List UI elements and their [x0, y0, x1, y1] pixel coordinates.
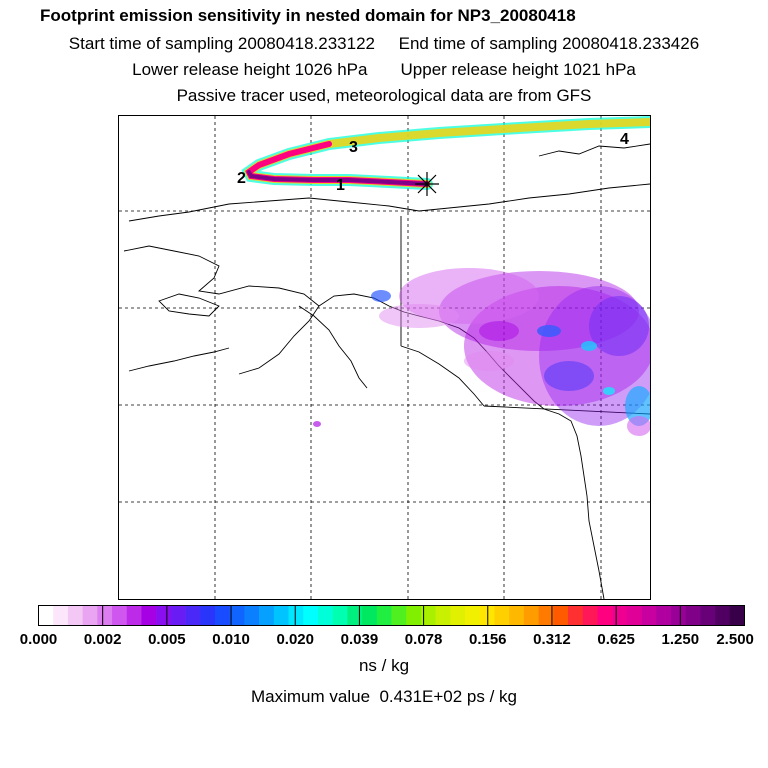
- colorbar-cell: [538, 605, 554, 626]
- footprint-map: 1 2 3 4: [118, 115, 659, 600]
- colorbar-tick-label: 0.312: [533, 631, 571, 648]
- colorbar-cell: [656, 605, 672, 626]
- colorbar-cell: [215, 605, 231, 626]
- colorbar-tick-label: 0.010: [212, 631, 250, 648]
- colorbar-units: ns / kg: [358, 656, 410, 675]
- colorbar-cell: [38, 605, 54, 626]
- plot-title: Footprint emission sensitivity in nested…: [40, 6, 576, 25]
- colorbar-tick-label: 1.250: [661, 631, 700, 648]
- colorbar-cell: [303, 605, 319, 626]
- colorbar-cell: [670, 605, 686, 626]
- sampling-time-line: Start time of sampling 20080418.233122 E…: [68, 34, 700, 53]
- colorbar-cell: [406, 605, 422, 626]
- colorbar-tick-label: 0.078: [404, 631, 443, 648]
- colorbar-cell: [420, 605, 436, 626]
- colorbar-tick-label: 0.156: [468, 631, 507, 648]
- colorbar-cell: [450, 605, 466, 626]
- colorbar-cell: [156, 605, 172, 626]
- colorbar-tick-label: 0.039: [340, 631, 379, 648]
- colorbar-cell: [568, 605, 584, 626]
- colorbar-cell: [317, 605, 333, 626]
- colorbar-tick-label: 0.002: [83, 631, 122, 648]
- colorbar-cell: [553, 605, 569, 626]
- maximum-value-label: Maximum value 0.431E+02 ps / kg: [251, 687, 517, 706]
- colorbar-cell: [288, 605, 304, 626]
- colorbar-cell: [509, 605, 525, 626]
- colorbar-cell: [53, 605, 69, 626]
- colorbar-tick-label: 0.020: [276, 631, 314, 648]
- colorbar-cell: [112, 605, 128, 626]
- map-grid: [119, 116, 650, 599]
- colorbar-cell: [185, 605, 201, 626]
- colorbar-tick-label: 2.500: [716, 631, 754, 648]
- colorbar-cell: [126, 605, 142, 626]
- colorbar-cell: [82, 605, 98, 626]
- colorbar-cell: [729, 605, 745, 626]
- colorbar-cell: [97, 605, 113, 626]
- colorbar-cell: [273, 605, 289, 626]
- colorbar-cell: [700, 605, 716, 626]
- colorbar-cell: [259, 605, 275, 626]
- colorbar-cell: [200, 605, 216, 626]
- colorbar-cell: [685, 605, 701, 626]
- colorbar-cell: [597, 605, 613, 626]
- colorbar-cell: [479, 605, 495, 626]
- colorbar-cell: [494, 605, 510, 626]
- trajectory-label-4: 4: [620, 131, 629, 148]
- colorbar-cell: [435, 605, 451, 626]
- colorbar-cell: [229, 605, 245, 626]
- colorbar-cell: [582, 605, 598, 626]
- trajectory-label-3: 3: [349, 139, 358, 156]
- colorbar-cell: [170, 605, 186, 626]
- receptor-star-icon: [415, 172, 439, 196]
- trajectory-label-1: 1: [336, 177, 345, 194]
- trajectory-label-2: 2: [237, 170, 246, 187]
- colorbar-cell: [362, 605, 378, 626]
- colorbar-tick-label: 0.005: [148, 631, 186, 648]
- colorbar-tick-label: 0.625: [597, 631, 635, 648]
- colorbar-cell: [347, 605, 363, 626]
- footprint-field: [313, 268, 659, 436]
- coastlines: [123, 143, 651, 600]
- colorbar: [38, 605, 745, 626]
- colorbar-cell: [465, 605, 481, 626]
- colorbar-cell: [612, 605, 628, 626]
- colorbar-cell: [715, 605, 731, 626]
- colorbar-cell: [641, 605, 657, 626]
- colorbar-cell: [244, 605, 260, 626]
- release-height-line: Lower release height 1026 hPa Upper rele…: [132, 60, 636, 79]
- colorbar-cell: [376, 605, 392, 626]
- colorbar-cell: [67, 605, 83, 626]
- colorbar-cell: [391, 605, 407, 626]
- tracer-info-line: Passive tracer used, meteorological data…: [176, 86, 592, 105]
- colorbar-cell: [141, 605, 157, 626]
- colorbar-cell: [626, 605, 642, 626]
- trajectory-plume: [241, 116, 656, 190]
- colorbar-cell: [523, 605, 539, 626]
- colorbar-cell: [332, 605, 348, 626]
- colorbar-tick-label: 0.000: [19, 631, 58, 648]
